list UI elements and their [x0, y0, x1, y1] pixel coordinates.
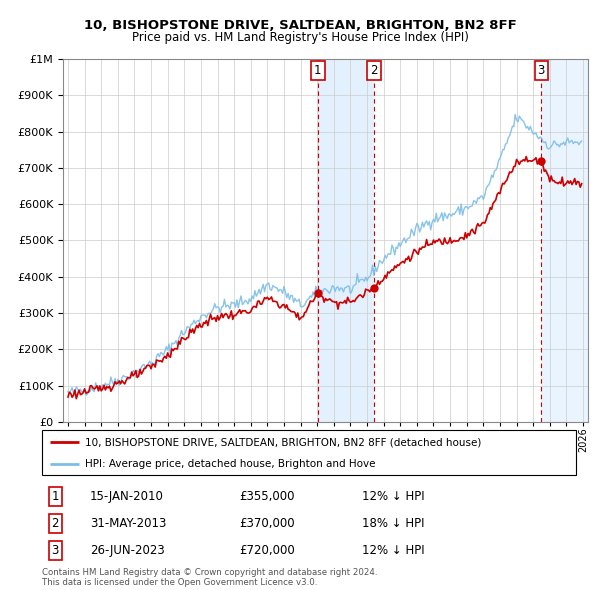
Text: Contains HM Land Registry data © Crown copyright and database right 2024.: Contains HM Land Registry data © Crown c…: [42, 568, 377, 577]
Text: 12% ↓ HPI: 12% ↓ HPI: [362, 490, 425, 503]
Bar: [541, 59, 588, 422]
Text: 10, BISHOPSTONE DRIVE, SALTDEAN, BRIGHTON, BN2 8FF (detached house): 10, BISHOPSTONE DRIVE, SALTDEAN, BRIGHTO…: [85, 437, 481, 447]
Text: This data is licensed under the Open Government Licence v3.0.: This data is licensed under the Open Gov…: [42, 578, 317, 587]
Text: 2: 2: [52, 517, 59, 530]
FancyBboxPatch shape: [42, 430, 576, 475]
Text: 3: 3: [538, 64, 545, 77]
Text: 12% ↓ HPI: 12% ↓ HPI: [362, 544, 425, 557]
Bar: [541, 59, 588, 422]
Text: 18% ↓ HPI: 18% ↓ HPI: [362, 517, 425, 530]
Text: 2: 2: [370, 64, 377, 77]
Text: £370,000: £370,000: [239, 517, 295, 530]
Text: 26-JUN-2023: 26-JUN-2023: [90, 544, 165, 557]
Text: £355,000: £355,000: [239, 490, 295, 503]
Text: 1: 1: [52, 490, 59, 503]
Text: 1: 1: [314, 64, 322, 77]
Text: HPI: Average price, detached house, Brighton and Hove: HPI: Average price, detached house, Brig…: [85, 458, 375, 468]
Bar: [318, 59, 374, 422]
Text: 15-JAN-2010: 15-JAN-2010: [90, 490, 164, 503]
Text: 3: 3: [52, 544, 59, 557]
Text: 31-MAY-2013: 31-MAY-2013: [90, 517, 166, 530]
Text: £720,000: £720,000: [239, 544, 295, 557]
Text: Price paid vs. HM Land Registry's House Price Index (HPI): Price paid vs. HM Land Registry's House …: [131, 31, 469, 44]
Text: 10, BISHOPSTONE DRIVE, SALTDEAN, BRIGHTON, BN2 8FF: 10, BISHOPSTONE DRIVE, SALTDEAN, BRIGHTO…: [83, 19, 517, 32]
